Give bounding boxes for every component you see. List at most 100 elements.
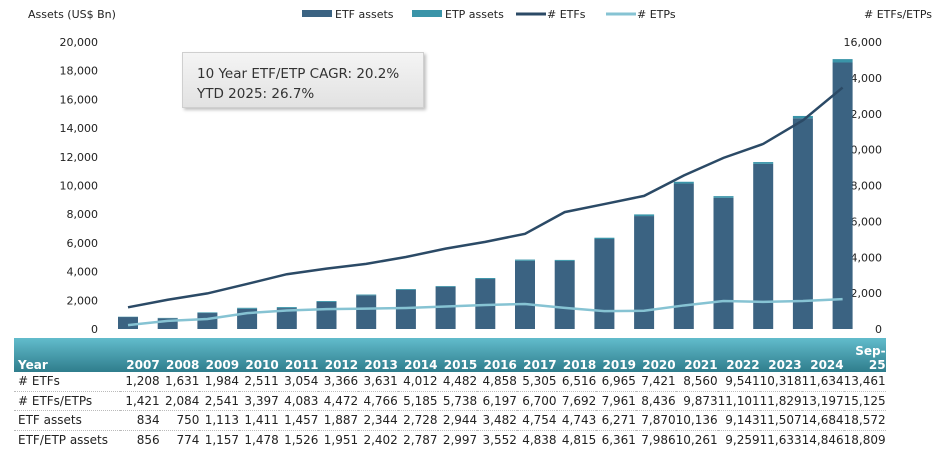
- table-cell: 4,754: [516, 410, 557, 431]
- year-cell: 2022: [717, 338, 760, 372]
- table-cell: 750: [159, 410, 200, 431]
- left-tick-label: 0: [91, 323, 98, 336]
- etp-assets-bar: [515, 259, 535, 261]
- year-cell: 2011: [278, 338, 319, 372]
- table-cell: 7,870: [635, 410, 676, 431]
- table-cell: 1,631: [159, 372, 200, 392]
- left-tick-label: 8,000: [67, 208, 99, 221]
- etf-assets-bar: [515, 260, 535, 329]
- table-cell: 15,125: [843, 391, 886, 411]
- table-cell: 2,728: [397, 410, 438, 431]
- right-tick-label: 12,000: [844, 108, 883, 121]
- legend-label: ETF assets: [335, 8, 394, 21]
- table-cell: 5,738: [437, 391, 478, 411]
- legend-swatch: [302, 10, 332, 17]
- table-cell: 4,858: [477, 372, 517, 392]
- table-cell: 4,012: [397, 372, 438, 392]
- cagr-annotation: 10 Year ETF/ETP CAGR: 20.2% YTD 2025: 26…: [182, 52, 424, 108]
- table-cell: 1,421: [120, 391, 160, 411]
- etp-assets-bar: [753, 162, 774, 164]
- table-cell: 1,457: [278, 410, 319, 431]
- right-tick-label: 8,000: [851, 180, 883, 193]
- table-cell: 2,084: [159, 391, 200, 411]
- etfs-line: [127, 86, 844, 309]
- etf-assets-bar: [316, 301, 337, 329]
- table-cell: 2,541: [199, 391, 240, 411]
- left-tick-label: 18,000: [60, 65, 99, 78]
- legend-label: ETP assets: [445, 8, 504, 21]
- table-cell: 7,986: [635, 430, 676, 449]
- year-cell: 2024: [801, 338, 844, 372]
- table-cell: 4,472: [318, 391, 359, 411]
- table-cell: 10,261: [675, 430, 718, 449]
- table-cell: 1,411: [239, 410, 279, 431]
- legend-label: # ETFs: [547, 8, 586, 21]
- table-cell: 11,101: [717, 391, 760, 411]
- table-cell: 1,951: [318, 430, 359, 449]
- table-cell: 3,631: [358, 372, 398, 392]
- etf-assets-bar: [554, 260, 575, 329]
- table-cell: 2,511: [239, 372, 279, 392]
- etf-assets-bar: [157, 318, 178, 329]
- etf-assets-bar: [276, 308, 297, 329]
- etp-assets-bar: [395, 289, 416, 290]
- right-tick-label: 6,000: [851, 215, 883, 228]
- row-label: ETF assets: [14, 410, 120, 431]
- etp-assets-bar: [792, 115, 813, 119]
- etp-assets-bar: [713, 196, 734, 198]
- table-cell: 3,552: [477, 430, 517, 449]
- year-cell: 2018: [556, 338, 597, 372]
- table-cell: 2,344: [358, 410, 398, 431]
- etp-assets-bar: [276, 307, 297, 309]
- table-cell: 1,526: [278, 430, 319, 449]
- row-label: ETF/ETP assets: [14, 430, 120, 449]
- etp-assets-bar: [673, 181, 694, 184]
- table-cell: 2,402: [358, 430, 398, 449]
- table-cell: 9,541: [717, 372, 760, 392]
- etf-assets-bar: [395, 289, 416, 329]
- table-cell: 4,838: [516, 430, 557, 449]
- year-cell: 2007: [120, 338, 160, 372]
- etp-assets-bar: [197, 312, 218, 314]
- etp-assets-bar: [832, 59, 853, 63]
- table-cell: 7,421: [635, 372, 676, 392]
- table-cell: 11,633: [759, 430, 802, 449]
- left-tick-label: 10,000: [60, 180, 99, 193]
- right-tick-label: 10,000: [844, 144, 883, 157]
- table-cell: 18,809: [843, 430, 886, 449]
- table-cell: 4,766: [358, 391, 398, 411]
- year-header: Year: [14, 338, 120, 372]
- table-cell: 3,397: [239, 391, 279, 411]
- table-cell: 10,318: [759, 372, 802, 392]
- year-cell: 2021: [675, 338, 718, 372]
- table-cell: 5,185: [397, 391, 438, 411]
- table-cell: 4,083: [278, 391, 319, 411]
- year-cell: 2016: [477, 338, 517, 372]
- row-label: # ETFs: [14, 372, 120, 392]
- table-cell: 1,208: [120, 372, 160, 392]
- cagr-text: 10 Year ETF/ETP CAGR: 20.2%: [197, 66, 400, 82]
- table-cell: 2,997: [437, 430, 478, 449]
- etp-assets-bar: [554, 259, 575, 261]
- table-cell: 8,436: [635, 391, 676, 411]
- table-cell: 6,197: [477, 391, 517, 411]
- left-tick-label: 2,000: [67, 294, 99, 307]
- etf-assets-bar: [832, 62, 853, 330]
- table-cell: 13,461: [843, 372, 886, 392]
- table-cell: 3,366: [318, 372, 359, 392]
- etp-assets-bar: [316, 301, 337, 302]
- year-cell: 2014: [397, 338, 438, 372]
- year-cell: 2008: [159, 338, 200, 372]
- etf-assets-bar: [356, 295, 377, 329]
- etps-line: [127, 297, 843, 327]
- table-cell: 3,482: [477, 410, 517, 431]
- table-cell: 8,560: [675, 372, 718, 392]
- table-cell: 6,516: [556, 372, 597, 392]
- left-tick-label: 20,000: [60, 36, 99, 49]
- table-cell: 14,684: [801, 410, 844, 431]
- etp-assets-bar: [356, 294, 377, 296]
- etf-assets-bar: [753, 163, 774, 329]
- table-cell: 1,157: [199, 430, 240, 449]
- table-cell: 7,692: [556, 391, 597, 411]
- year-cell: 2020: [635, 338, 676, 372]
